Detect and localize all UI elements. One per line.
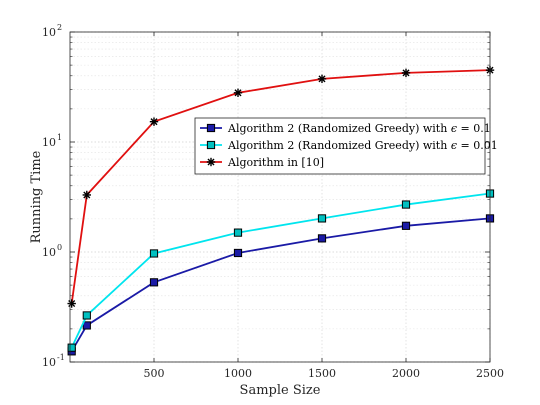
asterisk-stroke	[402, 69, 410, 77]
series-3-point	[401, 68, 411, 78]
asterisk-stroke	[150, 118, 158, 126]
legend-label-1: Algorithm 2 (Randomized Greedy) with ϵ =…	[227, 122, 491, 135]
series-1-point	[401, 221, 411, 230]
series-2-point	[149, 249, 159, 258]
series-2-point	[401, 200, 411, 209]
series-2-point	[67, 343, 76, 352]
asterisk-stroke	[318, 75, 326, 83]
x-tick-label: 500	[144, 367, 165, 380]
series-1-point	[233, 248, 243, 258]
asterisk-stroke	[207, 158, 215, 166]
plot-frame	[69, 31, 491, 363]
legend-label-2: Algorithm 2 (Randomized Greedy) with ϵ =…	[227, 139, 498, 152]
series-3-point	[149, 117, 159, 126]
series-1-point	[149, 278, 159, 287]
legend-label-3: Algorithm in [10]	[227, 156, 324, 169]
y-tick-exponent: 1	[57, 133, 62, 142]
legend-marker-2	[206, 140, 216, 150]
y-tick-exponent: 2	[57, 23, 62, 32]
series-3-point	[317, 74, 327, 84]
y-tick-label: 10	[42, 356, 56, 369]
x-tick-label: 2500	[476, 367, 504, 380]
legend-marker-3	[206, 157, 216, 167]
x-axis-label: Sample Size	[240, 383, 321, 398]
legend-marker-1	[206, 123, 216, 133]
series-1-point	[82, 321, 91, 330]
y-tick-exponent: -1	[57, 353, 65, 362]
series-2-point	[317, 214, 327, 223]
y-tick-label: 10	[42, 136, 56, 149]
series-3-point	[82, 190, 91, 200]
series-1-point	[317, 234, 327, 243]
y-tick-label: 10	[42, 26, 56, 39]
y-tick-label: 10	[42, 246, 56, 259]
x-tick-label: 2000	[392, 367, 420, 380]
legend: Algorithm 2 (Randomized Greedy) with ϵ =…	[194, 117, 498, 175]
series-3-point	[67, 299, 76, 308]
asterisk-stroke	[234, 89, 242, 97]
legend-box	[194, 117, 486, 175]
series-2-point	[82, 311, 91, 320]
series-2-point	[233, 228, 243, 237]
y-axis-label: Running Time	[29, 150, 44, 243]
y-tick-exponent: 0	[57, 243, 62, 252]
x-tick-label: 1500	[308, 367, 336, 380]
x-tick-label: 1000	[224, 367, 252, 380]
asterisk-stroke	[83, 191, 91, 199]
series-3-point	[233, 88, 243, 98]
